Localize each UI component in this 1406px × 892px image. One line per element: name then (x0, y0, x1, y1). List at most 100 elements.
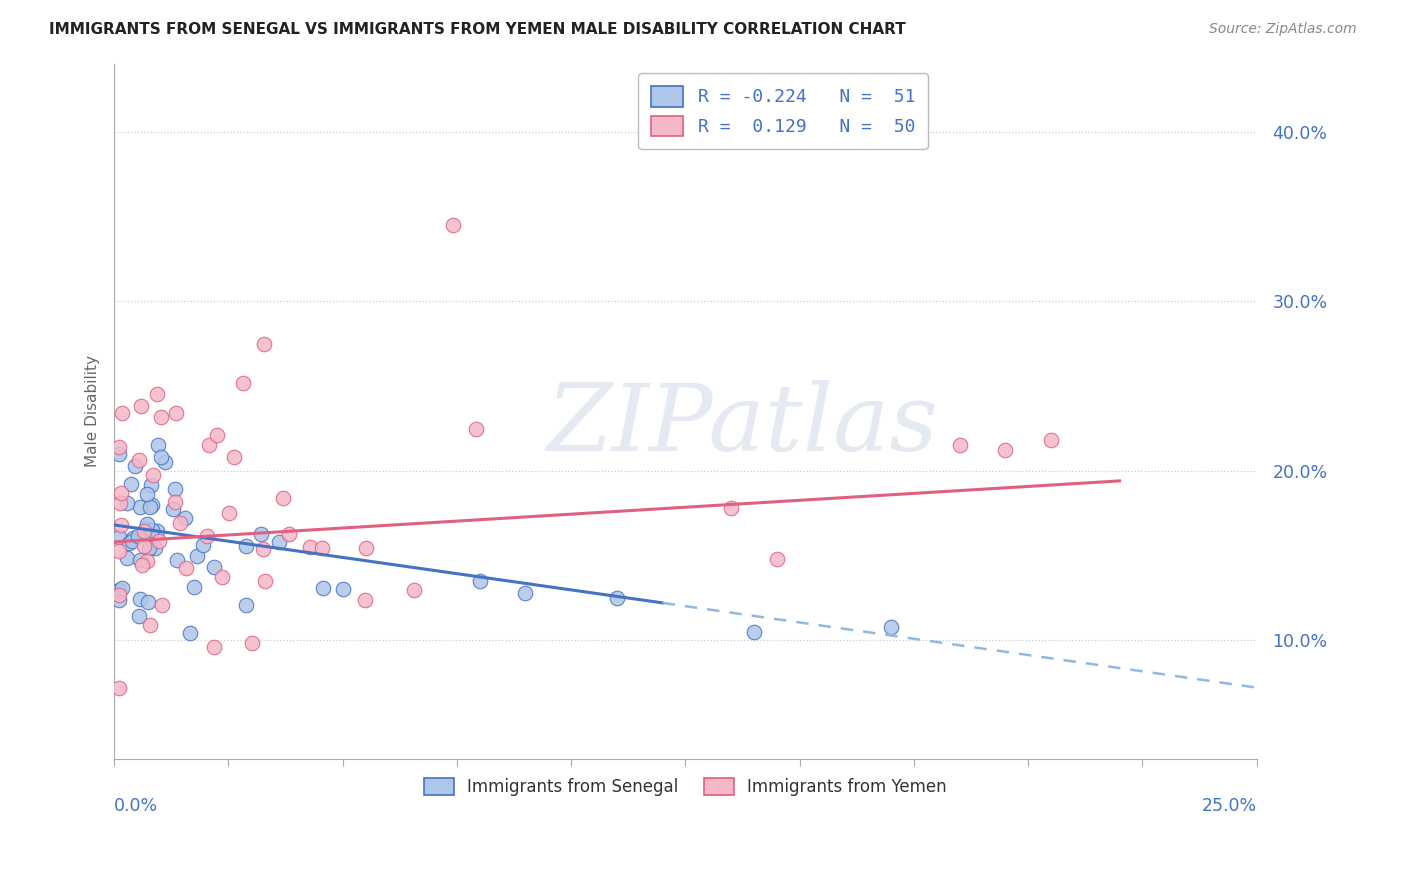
Point (128, 452, 150, 467)
Point (107, 583, 129, 598)
Point (110, 486, 132, 500)
Point (250, 527, 273, 541)
Point (880, 619, 903, 633)
Point (332, 582, 354, 597)
Point (132, 524, 155, 539)
Point (235, 599, 257, 613)
Point (606, 591, 628, 605)
Point (267, 534, 290, 549)
Point (354, 593, 377, 607)
Point (312, 581, 335, 595)
Point (271, 491, 294, 506)
Point (115, 551, 138, 566)
Point (441, 218, 464, 232)
Point (142, 467, 165, 482)
Point (107, 593, 129, 607)
Point (135, 554, 157, 568)
Point (202, 560, 225, 574)
Point (994, 443, 1017, 458)
Point (128, 553, 150, 567)
Point (165, 406, 187, 420)
Point (311, 541, 333, 555)
Point (153, 455, 176, 469)
Point (949, 438, 972, 452)
Text: IMMIGRANTS FROM SENEGAL VS IMMIGRANTS FROM YEMEN MALE DISABILITY CORRELATION CHA: IMMIGRANTS FROM SENEGAL VS IMMIGRANTS FR… (49, 22, 905, 37)
Point (117, 496, 139, 510)
Point (464, 422, 486, 436)
Point (131, 558, 153, 573)
Point (253, 336, 276, 351)
Point (179, 625, 201, 640)
Point (150, 599, 173, 613)
Point (107, 447, 129, 461)
Point (131, 400, 153, 414)
Point (174, 561, 197, 575)
Point (240, 636, 263, 650)
Point (121, 531, 143, 545)
Point (128, 609, 150, 624)
Point (141, 498, 163, 512)
Point (183, 580, 205, 594)
Text: Source: ZipAtlas.com: Source: ZipAtlas.com (1209, 22, 1357, 37)
Point (252, 541, 274, 556)
Point (143, 541, 166, 555)
Point (136, 517, 159, 532)
Point (132, 539, 155, 553)
Point (148, 534, 170, 549)
Point (127, 529, 149, 543)
Point (138, 541, 160, 555)
Point (146, 438, 169, 452)
Point (139, 618, 162, 632)
Point (197, 437, 219, 451)
Point (107, 440, 129, 454)
Point (149, 450, 172, 464)
Point (150, 409, 173, 424)
Point (107, 530, 129, 544)
Point (207, 428, 229, 442)
Point (298, 540, 321, 554)
Point (186, 549, 208, 564)
Point (169, 516, 191, 531)
Point (197, 529, 219, 543)
Point (515, 585, 537, 599)
Point (107, 588, 129, 602)
Point (136, 487, 159, 501)
Point (145, 524, 167, 538)
Point (117, 536, 139, 550)
Point (162, 502, 184, 516)
Point (110, 496, 132, 510)
Point (211, 570, 233, 584)
Point (124, 458, 146, 473)
Point (141, 524, 163, 538)
Point (128, 591, 150, 606)
Point (720, 501, 742, 516)
Point (468, 574, 491, 588)
Text: 0.0%: 0.0% (114, 797, 159, 815)
Point (139, 500, 162, 515)
Point (107, 544, 129, 558)
Point (742, 624, 765, 639)
Point (166, 553, 188, 567)
Point (163, 482, 186, 496)
Point (278, 527, 301, 541)
Point (111, 581, 134, 595)
Point (163, 495, 186, 509)
Point (235, 539, 257, 553)
Point (135, 521, 157, 535)
Text: 25.0%: 25.0% (1202, 797, 1257, 815)
Point (110, 518, 132, 533)
Point (232, 376, 254, 390)
Point (218, 507, 240, 521)
Point (146, 386, 169, 401)
Point (173, 510, 195, 524)
Y-axis label: Male Disability: Male Disability (86, 355, 100, 467)
Point (765, 552, 787, 566)
Point (136, 595, 159, 609)
Point (193, 538, 215, 552)
Point (111, 406, 134, 420)
Point (356, 541, 378, 556)
Point (202, 640, 225, 654)
Point (121, 534, 143, 549)
Point (1040, 434, 1063, 448)
Point (107, 681, 129, 695)
